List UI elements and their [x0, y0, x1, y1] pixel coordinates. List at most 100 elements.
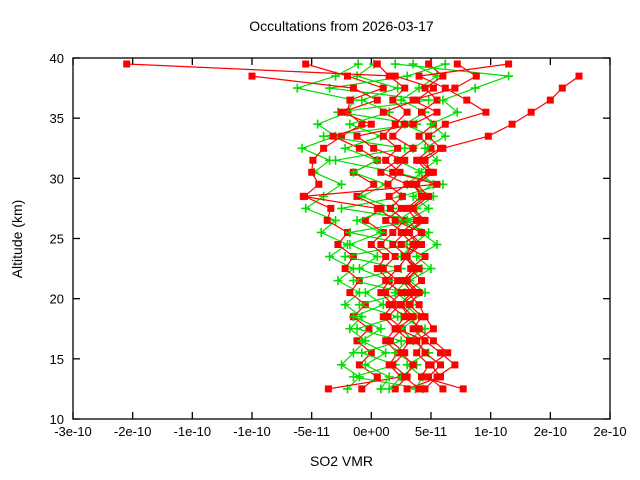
marker-plus-occ-green-2: [470, 83, 480, 93]
marker-square-occ-red-7: [391, 120, 399, 128]
marker-square-occ-red-2: [406, 301, 413, 309]
marker-square-occ-red-1: [391, 72, 399, 80]
marker-plus-occ-green-5: [384, 384, 394, 394]
marker-square-occ-red-1: [394, 156, 402, 164]
marker-square-occ-red-4: [415, 156, 423, 164]
marker-square-occ-red-5: [338, 132, 345, 140]
marker-plus-occ-green-3: [340, 143, 350, 153]
marker-square-occ-red-8: [418, 229, 425, 236]
marker-square-occ-red-7: [403, 108, 411, 116]
x-tick-label: 2e-10: [593, 424, 626, 439]
marker-square-occ-red-5: [358, 120, 366, 128]
marker-plus-occ-green-2: [432, 240, 442, 250]
marker-square-occ-red-6: [421, 84, 429, 92]
marker-square-occ-red-1: [397, 349, 405, 357]
marker-plus-occ-green-3: [384, 372, 394, 382]
marker-square-occ-red-4: [406, 229, 413, 236]
marker-square-occ-red-7: [386, 337, 394, 345]
marker-square-occ-red-4: [421, 216, 429, 224]
marker-square-occ-red-8: [373, 204, 381, 212]
marker-plus-occ-green-4: [340, 252, 350, 262]
plot-border: [72, 57, 611, 420]
marker-plus-occ-green-1: [353, 59, 363, 69]
marker-square-occ-red-8: [433, 180, 441, 188]
marker-plus-occ-green-1: [297, 143, 307, 153]
marker-plus-occ-green-4: [400, 143, 410, 153]
x-tick-label: -3e-10: [54, 424, 92, 439]
x-tick-label: 0e+00: [353, 424, 390, 439]
marker-square-occ-red-3: [324, 385, 332, 393]
marker-square-occ-red-4: [441, 120, 449, 128]
marker-square-occ-red-7: [384, 180, 392, 188]
marker-square-occ-red-6: [433, 96, 441, 104]
marker-square-occ-red-2: [418, 313, 425, 321]
marker-plus-occ-green-3: [357, 191, 367, 201]
marker-square-occ-red-3: [349, 84, 357, 92]
marker-plus-occ-green-2: [432, 155, 442, 165]
marker-square-occ-red-1: [389, 132, 397, 140]
x-tick-label: -2e-10: [114, 424, 152, 439]
y-tick-label: 30: [50, 171, 64, 186]
marker-square-occ-red-7: [394, 277, 402, 285]
marker-square-occ-red-7: [384, 313, 392, 321]
marker-square-occ-red-7: [377, 241, 385, 248]
marker-square-occ-red-1: [385, 192, 393, 200]
marker-square-occ-red-6: [425, 60, 433, 68]
marker-square-occ-red-3: [382, 253, 390, 260]
marker-plus-occ-green-1: [337, 179, 346, 189]
marker-square-occ-red-8: [429, 325, 437, 333]
marker-square-occ-red-4: [418, 241, 425, 248]
marker-square-occ-red-7: [398, 192, 406, 200]
marker-plus-occ-green-3: [376, 324, 386, 334]
marker-square-occ-red-8: [391, 216, 399, 224]
marker-plus-occ-green-1: [292, 83, 302, 93]
series-line-occ-green-5: [388, 63, 439, 390]
marker-square-occ-red-7: [389, 96, 397, 104]
marker-square-occ-red-3: [361, 216, 369, 224]
marker-square-occ-red-5: [367, 349, 375, 357]
marker-square-occ-red-2: [425, 361, 433, 369]
marker-square-occ-red-1: [413, 96, 421, 104]
marker-plus-occ-green-4: [440, 59, 450, 69]
marker-plus-occ-green-4: [345, 227, 355, 237]
marker-square-occ-red-4: [409, 313, 417, 321]
marker-square-occ-red-3: [373, 265, 381, 273]
marker-square-occ-red-5: [341, 265, 349, 273]
marker-square-occ-red-2: [418, 192, 425, 200]
marker-plus-occ-green-1: [331, 215, 341, 225]
marker-square-occ-red-3: [377, 204, 385, 212]
marker-square-occ-red-2: [409, 180, 417, 188]
marker-square-occ-red-1: [401, 313, 409, 321]
marker-square-occ-red-5: [346, 289, 354, 297]
marker-square-occ-red-3: [338, 108, 345, 116]
marker-square-occ-red-1: [379, 108, 387, 116]
marker-square-occ-red-3: [379, 313, 387, 321]
x-tick-label: -1e-10: [174, 424, 212, 439]
marker-square-occ-red-7: [373, 60, 381, 68]
series-line-occ-red-4: [396, 63, 509, 390]
marker-square-occ-red-2: [421, 156, 429, 164]
marker-square-occ-red-7: [389, 229, 397, 236]
marker-square-occ-red-6: [403, 385, 411, 393]
marker-square-occ-red-4: [403, 253, 411, 260]
marker-plus-occ-green-4: [319, 131, 329, 141]
marker-plus-occ-green-4: [348, 276, 358, 286]
marker-square-occ-red-2: [575, 72, 583, 80]
marker-square-occ-red-5: [365, 325, 373, 333]
marker-square-occ-red-6: [444, 349, 452, 357]
marker-square-occ-red-8: [451, 84, 459, 92]
marker-square-occ-red-2: [527, 108, 535, 116]
marker-square-occ-red-5: [344, 72, 351, 80]
marker-plus-occ-green-3: [345, 240, 355, 250]
marker-square-occ-red-5: [353, 337, 361, 345]
marker-square-occ-red-5: [323, 216, 331, 224]
marker-square-occ-red-7: [401, 84, 409, 92]
marker-plus-occ-green-2: [412, 252, 422, 262]
marker-square-occ-red-4: [413, 180, 421, 188]
marker-square-occ-red-5: [358, 385, 366, 393]
marker-square-occ-red-8: [409, 96, 417, 104]
marker-square-occ-red-3: [329, 132, 337, 140]
marker-square-occ-red-4: [505, 60, 513, 68]
marker-square-occ-red-8: [453, 60, 461, 68]
x-tick-label: 2e-10: [534, 424, 567, 439]
